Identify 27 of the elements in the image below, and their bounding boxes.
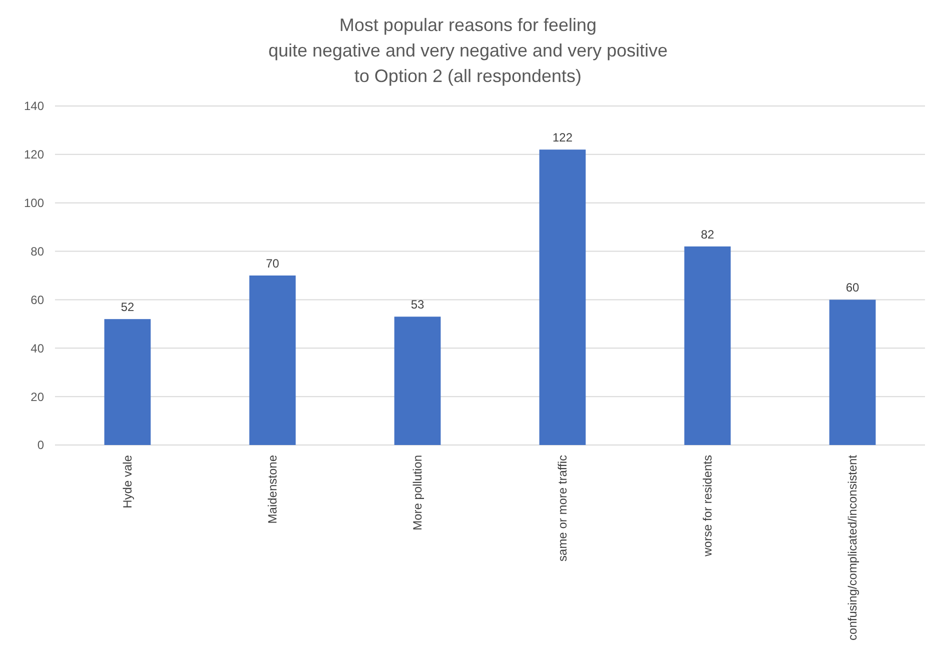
- y-tick-label: 60: [30, 292, 44, 307]
- x-tick-label: confusing/complicated/inconsistent: [846, 454, 860, 640]
- y-tick-label: 120: [24, 148, 44, 162]
- data-label: 53: [410, 298, 424, 312]
- x-tick-label: More pollution: [410, 455, 424, 530]
- data-label: 52: [120, 300, 134, 314]
- y-tick-label: 0: [37, 438, 44, 452]
- y-tick-label: 80: [30, 244, 44, 258]
- y-tick-label: 100: [24, 196, 44, 210]
- bar: [684, 246, 731, 445]
- data-label: 60: [846, 280, 860, 295]
- y-tick-label: 20: [30, 390, 44, 404]
- bar: [104, 319, 151, 445]
- x-tick-label: same or more traffic: [556, 455, 570, 562]
- bar: [394, 316, 441, 445]
- data-label: 70: [266, 256, 280, 270]
- chart-title: Most popular reasons for feeling quite negative and very negative and very positive to Option 2 (all respondents): [268, 15, 668, 86]
- data-label: 82: [700, 227, 714, 242]
- bar: [249, 276, 296, 445]
- bar: [539, 150, 586, 445]
- bar: [829, 300, 876, 445]
- y-tick-label: 40: [30, 341, 44, 356]
- y-tick-label: 140: [24, 99, 44, 114]
- x-tick-label: worse for residents: [700, 455, 714, 558]
- x-tick-label: Hyde vale: [120, 454, 134, 508]
- x-tick-label: Maidenstone: [266, 454, 280, 524]
- data-label: 122: [552, 130, 573, 145]
